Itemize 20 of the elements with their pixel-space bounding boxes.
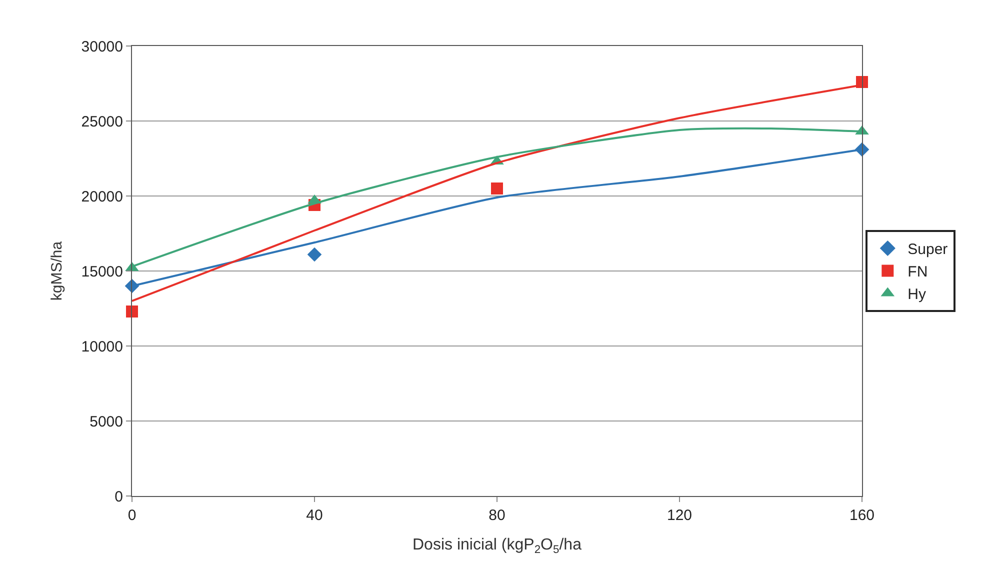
legend-label: Super bbox=[908, 241, 948, 258]
point bbox=[307, 247, 322, 262]
y-axis-title: kgMS/ha bbox=[48, 240, 66, 301]
point bbox=[491, 182, 503, 194]
legend-label: FN bbox=[908, 264, 928, 281]
y-tick-label: 30000 bbox=[81, 38, 123, 56]
x-tick-label: 120 bbox=[666, 507, 692, 524]
y-tick-label: 25000 bbox=[81, 113, 123, 130]
y-tick-label: 5000 bbox=[90, 413, 123, 430]
y-tick-label: 0 bbox=[114, 488, 123, 506]
x-axis-title: Dosis inicial (kgP$_{2}$O$_{5}$/ha bbox=[412, 536, 582, 556]
legend-label: Hy bbox=[908, 286, 926, 304]
x-tick-label: 40 bbox=[306, 507, 323, 524]
x-tick-label: 160 bbox=[849, 507, 875, 524]
y-tick-label: 10000 bbox=[81, 338, 123, 356]
y-tick-label: 15000 bbox=[81, 263, 123, 280]
x-tick-label: 0 bbox=[128, 507, 136, 524]
y-tick-label: 20000 bbox=[81, 188, 123, 206]
point bbox=[126, 306, 138, 318]
x-tick-label: 80 bbox=[488, 507, 506, 524]
